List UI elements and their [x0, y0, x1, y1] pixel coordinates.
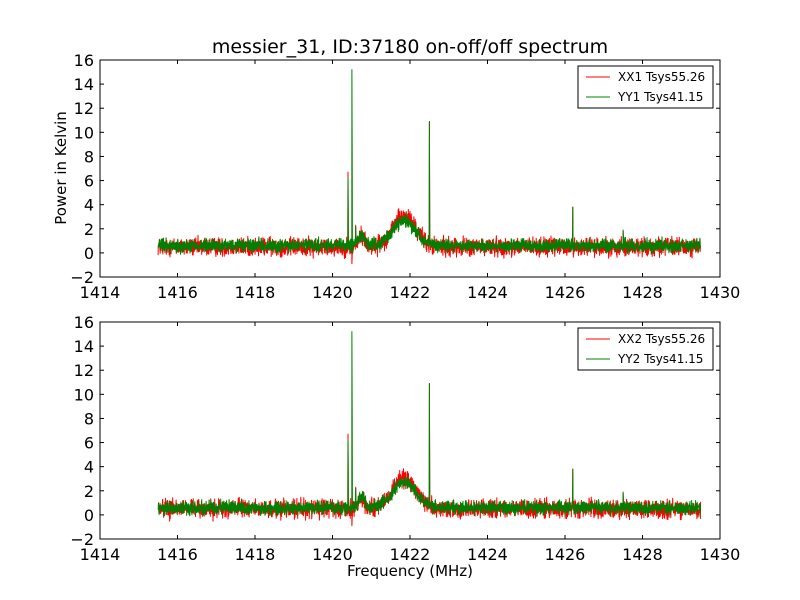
x-tick-label: 1420	[312, 545, 353, 564]
y-tick-label: 6	[84, 172, 94, 191]
legend: XX2 Tsys55.26 YY2 Tsys41.15	[577, 327, 714, 371]
plot-area	[157, 331, 702, 527]
y-tick-label: 10	[74, 385, 94, 404]
x-tick-label: 1428	[622, 283, 663, 302]
legend-label: YY1 Tsys41.15	[617, 90, 703, 104]
y-tick-label: 2	[84, 220, 94, 239]
plot-area	[157, 69, 702, 265]
x-tick-label: 1416	[157, 283, 198, 302]
x-axis-title: Frequency (MHz)	[347, 562, 473, 580]
legend-label: YY2 Tsys41.15	[617, 352, 703, 366]
series-line-yy1	[157, 69, 702, 255]
y-tick-label: 4	[84, 196, 94, 215]
legend-box	[577, 65, 714, 109]
x-tick-label: 1426	[545, 545, 586, 564]
x-tick-label: 1420	[312, 283, 353, 302]
x-tick-label: 1416	[157, 545, 198, 564]
top-spectrum-panel: 1414 1416 1418 1420 1422 1424 1426 1428 1430−202…	[70, 51, 740, 302]
y-tick-label: 16	[74, 51, 94, 70]
legend-box	[577, 327, 714, 371]
bottom-spectrum-panel: 1414 1416 1418 1420 1422 1424 1426 1428 1430−202…	[70, 313, 740, 564]
y-tick-label: 6	[84, 434, 94, 453]
x-tick-label: 1422	[390, 545, 431, 564]
y-tick-label: −2	[70, 530, 94, 549]
y-tick-label: 14	[74, 337, 94, 356]
y-tick-label: 8	[84, 147, 94, 166]
y-axis-title: Power in Kelvin	[52, 111, 70, 225]
y-tick-label: 12	[74, 99, 94, 118]
y-tick-label: 12	[74, 361, 94, 380]
x-tick-label: 1424	[467, 283, 508, 302]
x-tick-label: 1428	[622, 545, 663, 564]
y-tick-label: −2	[70, 268, 94, 287]
x-tick-label: 1414	[80, 283, 121, 302]
legend: XX1 Tsys55.26 YY1 Tsys41.15	[577, 65, 714, 109]
figure-title: messier_31, ID:37180 on-off/off spectrum	[212, 36, 608, 58]
y-tick-label: 0	[84, 244, 94, 263]
x-tick-label: 1422	[390, 283, 431, 302]
x-tick-label: 1430	[700, 545, 741, 564]
x-tick-label: 1426	[545, 283, 586, 302]
x-tick-label: 1414	[80, 545, 121, 564]
y-tick-label: 14	[74, 75, 94, 94]
legend-label: XX1 Tsys55.26	[618, 70, 705, 84]
y-tick-label: 16	[74, 313, 94, 332]
x-tick-label: 1424	[467, 545, 508, 564]
x-tick-label: 1418	[235, 545, 276, 564]
y-tick-label: 4	[84, 458, 94, 477]
legend-label: XX2 Tsys55.26	[618, 332, 705, 346]
y-tick-label: 0	[84, 506, 94, 525]
y-tick-label: 10	[74, 123, 94, 142]
x-tick-label: 1418	[235, 283, 276, 302]
y-tick-label: 8	[84, 409, 94, 428]
x-tick-label: 1430	[700, 283, 741, 302]
y-tick-label: 2	[84, 482, 94, 501]
series-line-yy2	[157, 331, 701, 517]
